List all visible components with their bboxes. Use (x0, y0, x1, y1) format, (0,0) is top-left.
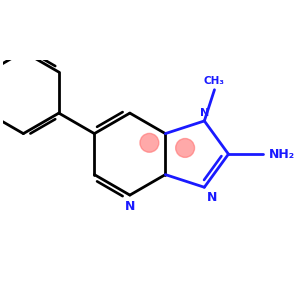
Text: N: N (200, 109, 209, 118)
Text: N: N (207, 191, 217, 204)
Circle shape (140, 134, 159, 152)
Text: NH₂: NH₂ (269, 148, 295, 160)
Circle shape (176, 139, 194, 158)
Text: CH₃: CH₃ (204, 76, 225, 86)
Text: N: N (125, 200, 135, 213)
